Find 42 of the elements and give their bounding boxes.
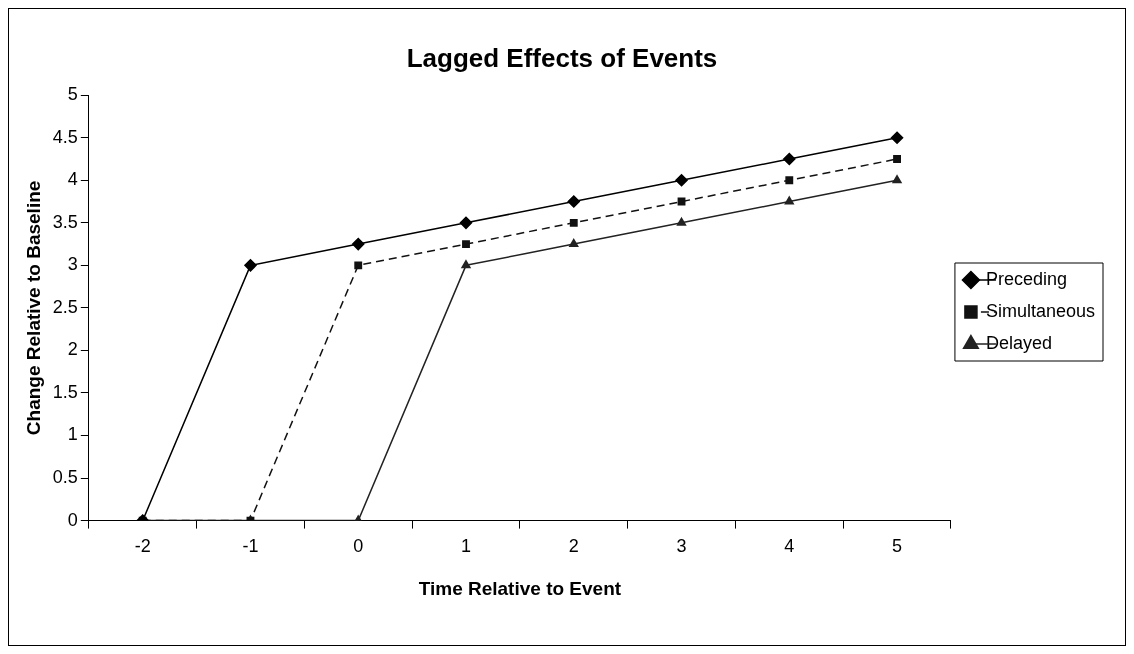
point [461, 260, 471, 269]
y-tick-label: 0 [67, 509, 78, 530]
legend-label: Delayed [985, 332, 1052, 353]
legend-label: Simultaneous [985, 300, 1096, 321]
y-tick-label: 1.5 [52, 381, 78, 402]
y-tick-label: 0.5 [52, 467, 78, 488]
y-tick-label: 4 [67, 169, 78, 190]
point [784, 196, 794, 205]
x-tick-label: 3 [676, 536, 687, 557]
x-tick-label: 5 [892, 536, 903, 557]
point [783, 152, 796, 166]
point [675, 174, 688, 187]
point [892, 175, 902, 184]
y-tick-label: 2.5 [52, 296, 78, 317]
point [569, 238, 579, 248]
point [351, 237, 365, 251]
point [459, 216, 473, 230]
point [785, 176, 794, 185]
point [354, 261, 363, 270]
chart-title: Lagged Effects of Events [406, 42, 718, 73]
y-tick-label: 3 [67, 254, 78, 275]
point [244, 259, 257, 272]
x-tick-label: 1 [460, 536, 472, 557]
point [893, 155, 901, 163]
legend-label: Preceding [985, 268, 1067, 289]
x-tick-label: 0 [353, 536, 364, 557]
point [676, 217, 687, 226]
y-axis-title: Change Relative to Baseline [22, 180, 44, 436]
y-tick-label: 2 [67, 339, 78, 360]
x-tick-label: 4 [784, 536, 795, 557]
x-tick-label: 2 [568, 536, 579, 557]
point [462, 240, 470, 249]
y-tick-label: 3.5 [52, 211, 78, 232]
y-tick-label: 4.5 [52, 126, 78, 147]
x-axis-title: Time Relative to Event [418, 577, 622, 599]
x-tick-label: -2 [134, 536, 151, 557]
y-tick-label: 1 [67, 424, 78, 445]
point [567, 195, 581, 208]
point [890, 131, 904, 144]
y-tick-label: 5 [67, 84, 78, 105]
x-tick-label: -1 [242, 536, 259, 557]
point [569, 218, 578, 227]
